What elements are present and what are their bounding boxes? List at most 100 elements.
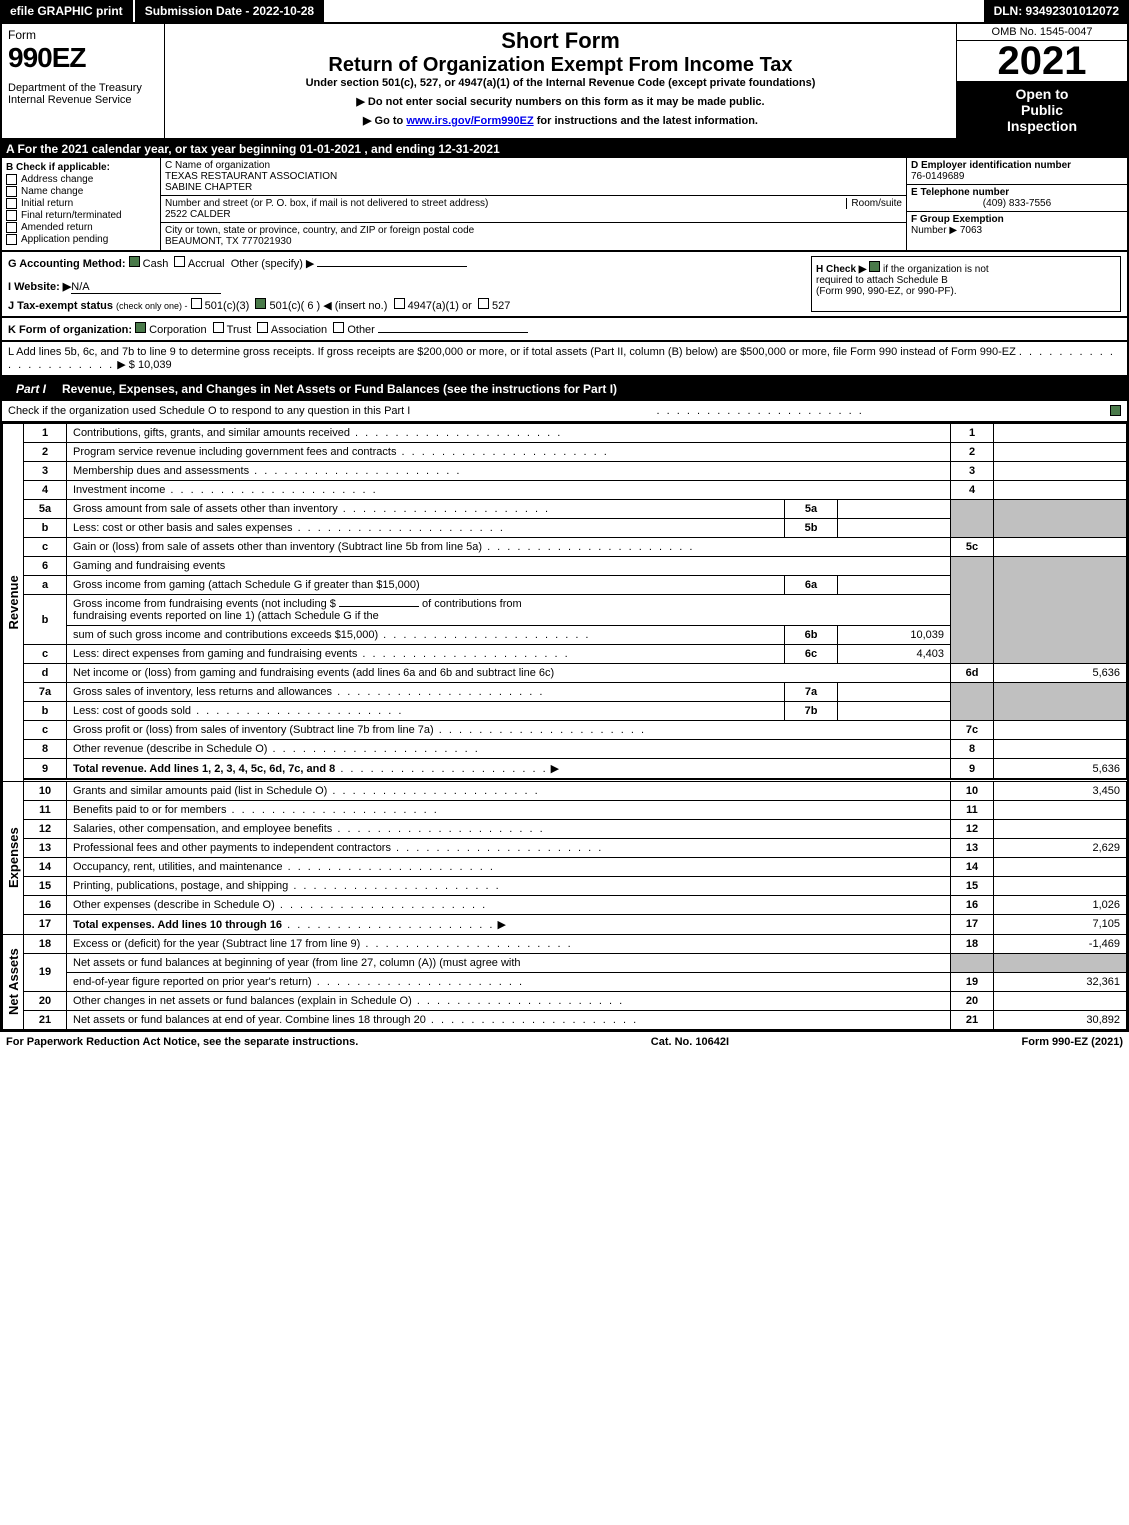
subval-5b <box>838 519 951 538</box>
line-11-desc: Benefits paid to or for members <box>73 804 226 816</box>
dept-label: Department of the Treasury <box>8 82 158 94</box>
line-13-desc: Professional fees and other payments to … <box>73 842 391 854</box>
checkbox-init[interactable] <box>6 198 17 209</box>
ein-value: 76-0149689 <box>911 171 1123 182</box>
footer-left: For Paperwork Reduction Act Notice, see … <box>6 1036 358 1048</box>
ref-20: 20 <box>951 991 994 1010</box>
line-4-desc: Investment income <box>73 484 165 496</box>
ref-2: 2 <box>951 443 994 462</box>
corp-label: Corporation <box>149 324 206 336</box>
line-3-desc: Membership dues and assessments <box>73 465 249 477</box>
l-text: L Add lines 5b, 6c, and 7b to line 9 to … <box>8 346 1016 358</box>
part1-check-text: Check if the organization used Schedule … <box>8 405 410 417</box>
header-right: OMB No. 1545-0047 2021 Open to Public In… <box>956 24 1127 138</box>
group-label: F Group Exemption <box>911 214 1004 225</box>
checkbox-cash[interactable] <box>129 256 140 267</box>
assoc-label: Association <box>271 324 327 336</box>
ref-13: 13 <box>951 838 994 857</box>
section-l: L Add lines 5b, 6c, and 7b to line 9 to … <box>0 342 1129 377</box>
4947-label: 4947(a)(1) or <box>408 300 472 312</box>
line-6d-desc: Net income or (loss) from gaming and fun… <box>73 667 554 679</box>
line-no-5c: c <box>24 538 67 557</box>
line-7b-desc: Less: cost of goods sold <box>73 705 191 717</box>
line-19a-desc: Net assets or fund balances at beginning… <box>73 957 521 969</box>
val-11 <box>994 800 1127 819</box>
city-value: BEAUMONT, TX 777021930 <box>165 236 902 247</box>
val-8 <box>994 740 1127 759</box>
checkbox-addr[interactable] <box>6 174 17 185</box>
group-label2: Number ▶ <box>911 225 957 236</box>
col-c: C Name of organization TEXAS RESTAURANT … <box>161 158 907 250</box>
line-no-6a: a <box>24 576 67 595</box>
val-4 <box>994 481 1127 500</box>
line-no-12: 12 <box>24 819 67 838</box>
checkbox-final[interactable] <box>6 210 17 221</box>
efile-button[interactable]: efile GRAPHIC print <box>0 0 135 22</box>
ref-4: 4 <box>951 481 994 500</box>
line-no-17: 17 <box>24 914 67 934</box>
subval-6c: 4,403 <box>838 645 951 664</box>
irs-label: Internal Revenue Service <box>8 94 158 106</box>
line-1-desc: Contributions, gifts, grants, and simila… <box>73 427 350 439</box>
sub-7b: 7b <box>785 702 838 721</box>
checkbox-schedule-o[interactable] <box>1110 405 1121 416</box>
ref-16: 16 <box>951 895 994 914</box>
netassets-label: Net Assets <box>3 934 24 1029</box>
checkbox-527[interactable] <box>478 298 489 309</box>
tax-year: 2021 <box>957 41 1127 82</box>
line-no-6b: b <box>24 595 67 645</box>
checkbox-corp[interactable] <box>135 322 146 333</box>
checkbox-assoc[interactable] <box>257 322 268 333</box>
val-9: 5,636 <box>994 759 1127 780</box>
other-specify[interactable] <box>317 266 467 267</box>
501c-label: 501(c)( 6 ) ◀ (insert no.) <box>269 300 387 312</box>
checkbox-accrual[interactable] <box>174 256 185 267</box>
sub-6b: 6b <box>785 626 838 645</box>
form-header: Form 990EZ Department of the Treasury In… <box>0 24 1129 140</box>
room-label: Room/suite <box>846 198 902 209</box>
val-12 <box>994 819 1127 838</box>
line-no-5b: b <box>24 519 67 538</box>
org-name-label: C Name of organization <box>165 160 902 171</box>
section-a: A For the 2021 calendar year, or tax yea… <box>0 140 1129 158</box>
501c3-label: 501(c)(3) <box>205 300 250 312</box>
sub-5b: 5b <box>785 519 838 538</box>
l-value: 10,039 <box>138 359 172 371</box>
checkbox-501c[interactable] <box>255 298 266 309</box>
line-6b1-desc: Gross income from fundraising events (no… <box>73 598 336 610</box>
checkbox-name[interactable] <box>6 186 17 197</box>
val-18: -1,469 <box>994 934 1127 953</box>
line-6b3-desc: fundraising events reported on line 1) (… <box>73 610 379 622</box>
subval-5a <box>838 500 951 519</box>
g-label: G Accounting Method: <box>8 258 126 270</box>
checkbox-501c3[interactable] <box>191 298 202 309</box>
line-no-13: 13 <box>24 838 67 857</box>
subval-7b <box>838 702 951 721</box>
line-no-5a: 5a <box>24 500 67 519</box>
checkbox-4947[interactable] <box>394 298 405 309</box>
note-link: ▶ Go to www.irs.gov/Form990EZ for instru… <box>169 114 952 127</box>
ref-5c: 5c <box>951 538 994 557</box>
checkbox-app[interactable] <box>6 234 17 245</box>
ref-8: 8 <box>951 740 994 759</box>
line-6c-desc: Less: direct expenses from gaming and fu… <box>73 648 357 660</box>
line-21-desc: Net assets or fund balances at end of ye… <box>73 1014 426 1026</box>
checkbox-trust[interactable] <box>213 322 224 333</box>
org-name-2: SABINE CHAPTER <box>165 182 902 193</box>
section-kl: K Form of organization: Corporation Trus… <box>0 318 1129 342</box>
line-2-desc: Program service revenue including govern… <box>73 446 396 458</box>
street-value: 2522 CALDER <box>165 209 902 220</box>
val-16: 1,026 <box>994 895 1127 914</box>
checkbox-h[interactable] <box>869 261 880 272</box>
revenue-label: Revenue <box>3 424 24 782</box>
val-13: 2,629 <box>994 838 1127 857</box>
checkbox-other-org[interactable] <box>333 322 344 333</box>
part1-header: Part I Revenue, Expenses, and Changes in… <box>0 377 1129 401</box>
ref-7c: 7c <box>951 721 994 740</box>
line-17-desc: Total expenses. Add lines 10 through 16 <box>73 919 282 931</box>
checkbox-amend[interactable] <box>6 222 17 233</box>
ref-11: 11 <box>951 800 994 819</box>
line-no-19: 19 <box>24 953 67 991</box>
irs-link[interactable]: www.irs.gov/Form990EZ <box>406 115 533 127</box>
other-org-specify[interactable] <box>378 332 528 333</box>
